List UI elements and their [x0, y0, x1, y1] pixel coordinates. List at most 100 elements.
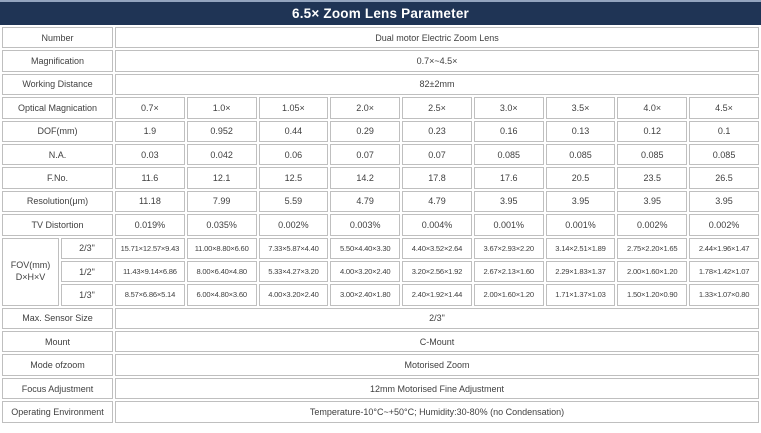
row-label: N.A.	[2, 143, 114, 166]
cell-value: 0.44	[258, 120, 329, 142]
row-label: Optical Magnication	[2, 97, 114, 119]
fov-label-line2: D×H×V	[15, 271, 46, 282]
row-label: Operating Environment	[2, 401, 114, 423]
cell-value: 0.12	[617, 120, 688, 142]
row-max-sensor-size: Max. Sensor Size 2/3"	[2, 307, 759, 330]
cell-value: 0.002%	[689, 214, 759, 236]
cell-value: 1.9	[115, 120, 185, 142]
cell-value: 14.2	[330, 167, 401, 189]
row-optical-magnification: Optical Magnication 0.7× 1.0× 1.05× 2.0×…	[2, 97, 759, 119]
parameter-table: Number Dual motor Electric Zoom Lens Mag…	[0, 25, 761, 425]
cell-value: 0.03	[115, 143, 185, 166]
row-value: 0.7×~4.5×	[115, 50, 759, 72]
cell-value: 0.07	[402, 143, 472, 166]
cell-value: 17.6	[473, 167, 544, 189]
fov-row-label: FOV(mm) D×H×V	[2, 237, 59, 306]
cell-value: 4.40×3.52×2.64	[402, 237, 472, 259]
cell-value: 0.035%	[186, 214, 257, 236]
row-label: TV Distortion	[2, 214, 114, 236]
row-label: DOF(mm)	[2, 120, 114, 142]
cell-value: 7.33×5.87×4.40	[258, 237, 329, 259]
cell-value: 0.004%	[402, 214, 472, 236]
sensor-sublabel: 2/3"	[61, 237, 114, 259]
cell-value: 12.5	[258, 167, 329, 189]
cell-value: 0.07	[330, 143, 401, 166]
cell-value: 3.00×2.40×1.80	[330, 284, 401, 306]
cell-value: 0.085	[617, 143, 688, 166]
row-operating-environment: Operating Environment Temperature-10°C~+…	[2, 401, 759, 423]
cell-value: 4.00×3.20×2.40	[330, 260, 401, 283]
row-focus-adjustment: Focus Adjustment 12mm Motorised Fine Adj…	[2, 377, 759, 400]
cell-value: 12.1	[186, 167, 257, 189]
cell-value: 1.71×1.37×1.03	[545, 284, 616, 306]
cell-value: 4.79	[330, 190, 401, 213]
cell-value: 11.43×9.14×6.86	[115, 260, 185, 283]
cell-value: 0.002%	[617, 214, 688, 236]
row-label: Working Distance	[2, 73, 114, 96]
cell-value: 0.019%	[115, 214, 185, 236]
row-value: 2/3"	[115, 307, 759, 330]
cell-value: 7.99	[186, 190, 257, 213]
cell-value: 3.67×2.93×2.20	[473, 237, 544, 259]
row-magnification: Magnification 0.7×~4.5×	[2, 50, 759, 72]
cell-value: 0.085	[545, 143, 616, 166]
row-na: N.A. 0.03 0.042 0.06 0.07 0.07 0.085 0.0…	[2, 143, 759, 166]
cell-value: 0.002%	[258, 214, 329, 236]
cell-value: 3.0×	[473, 97, 544, 119]
row-mode-of-zoom: Mode ofzoom Motorised Zoom	[2, 354, 759, 376]
cell-value: 5.33×4.27×3.20	[258, 260, 329, 283]
cell-value: 3.95	[545, 190, 616, 213]
cell-value: 20.5	[545, 167, 616, 189]
cell-value: 0.952	[186, 120, 257, 142]
row-number: Number Dual motor Electric Zoom Lens	[2, 27, 759, 49]
row-mount: Mount C-Mount	[2, 331, 759, 353]
row-fov-13: 1/3" 8.57×6.86×5.14 6.00×4.80×3.60 4.00×…	[2, 284, 759, 306]
row-label: Number	[2, 27, 114, 49]
table-title: 6.5× Zoom Lens Parameter	[0, 0, 761, 25]
row-label: Focus Adjustment	[2, 377, 114, 400]
cell-value: 11.18	[115, 190, 185, 213]
row-fov-23: FOV(mm) D×H×V 2/3" 15.71×12.57×9.43 11.0…	[2, 237, 759, 306]
cell-value: 4.79	[402, 190, 472, 213]
cell-value: 5.59	[258, 190, 329, 213]
row-label: Mode ofzoom	[2, 354, 114, 376]
cell-value: 1.0×	[186, 97, 257, 119]
cell-value: 2.29×1.83×1.37	[545, 260, 616, 283]
row-value: Temperature-10°C~+50°C; Humidity:30-80% …	[115, 401, 759, 423]
cell-value: 17.8	[402, 167, 472, 189]
row-label: Resolution(μm)	[2, 190, 114, 213]
row-value: 12mm Motorised Fine Adjustment	[115, 377, 759, 400]
cell-value: 3.20×2.56×1.92	[402, 260, 472, 283]
cell-value: 5.50×4.40×3.30	[330, 237, 401, 259]
cell-value: 2.00×1.60×1.20	[617, 260, 688, 283]
cell-value: 2.67×2.13×1.60	[473, 260, 544, 283]
cell-value: 3.95	[473, 190, 544, 213]
cell-value: 0.001%	[473, 214, 544, 236]
cell-value: 1.78×1.42×1.07	[689, 260, 759, 283]
sensor-sublabel: 1/2"	[61, 260, 114, 283]
row-value: Dual motor Electric Zoom Lens	[115, 27, 759, 49]
cell-value: 3.95	[617, 190, 688, 213]
cell-value: 0.7×	[115, 97, 185, 119]
cell-value: 0.1	[689, 120, 759, 142]
cell-value: 2.75×2.20×1.65	[617, 237, 688, 259]
cell-value: 8.00×6.40×4.80	[186, 260, 257, 283]
cell-value: 4.00×3.20×2.40	[258, 284, 329, 306]
cell-value: 4.5×	[689, 97, 759, 119]
cell-value: 2.5×	[402, 97, 472, 119]
cell-value: 15.71×12.57×9.43	[115, 237, 185, 259]
cell-value: 0.085	[689, 143, 759, 166]
row-fno: F.No. 11.6 12.1 12.5 14.2 17.8 17.6 20.5…	[2, 167, 759, 189]
cell-value: 1.33×1.07×0.80	[689, 284, 759, 306]
cell-value: 0.042	[186, 143, 257, 166]
cell-value: 11.6	[115, 167, 185, 189]
cell-value: 3.14×2.51×1.89	[545, 237, 616, 259]
row-fov-12: 1/2" 11.43×9.14×6.86 8.00×6.40×4.80 5.33…	[2, 260, 759, 283]
row-value: Motorised Zoom	[115, 354, 759, 376]
cell-value: 2.00×1.60×1.20	[473, 284, 544, 306]
cell-value: 0.001%	[545, 214, 616, 236]
cell-value: 2.0×	[330, 97, 401, 119]
cell-value: 0.23	[402, 120, 472, 142]
row-tv-distortion: TV Distortion 0.019% 0.035% 0.002% 0.003…	[2, 214, 759, 236]
